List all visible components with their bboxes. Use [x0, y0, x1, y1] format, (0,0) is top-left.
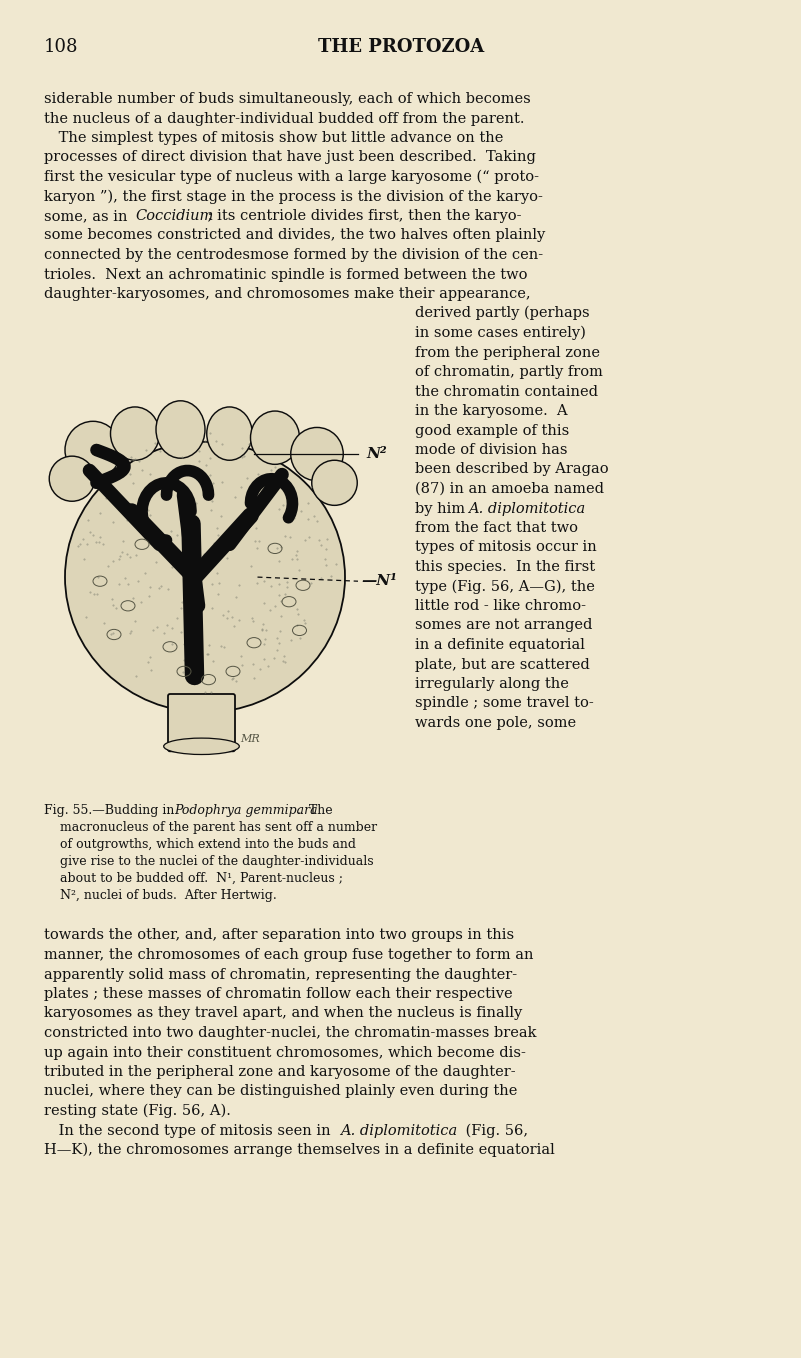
Text: wards one pole, some: wards one pole, some — [415, 716, 576, 731]
Text: give rise to the nuclei of the daughter-individuals: give rise to the nuclei of the daughter-… — [44, 856, 373, 868]
Text: H—K), the chromosomes arrange themselves in a definite equatorial: H—K), the chromosomes arrange themselves… — [44, 1142, 555, 1157]
Text: from the fact that two: from the fact that two — [415, 521, 578, 535]
Ellipse shape — [207, 407, 252, 460]
Text: .  The: . The — [297, 804, 333, 818]
Text: by him: by him — [415, 501, 469, 516]
Text: been described by Aragao: been described by Aragao — [415, 463, 609, 477]
Text: in some cases entirely): in some cases entirely) — [415, 326, 586, 340]
Text: derived partly (perhaps: derived partly (perhaps — [415, 306, 590, 320]
Text: 108: 108 — [44, 38, 78, 56]
Ellipse shape — [156, 401, 205, 458]
Text: karyon ”), the first stage in the process is the division of the karyo-: karyon ”), the first stage in the proces… — [44, 189, 543, 204]
Text: karyosomes as they travel apart, and when the nucleus is finally: karyosomes as they travel apart, and whe… — [44, 1006, 522, 1020]
Text: mode of division has: mode of division has — [415, 443, 567, 458]
Ellipse shape — [291, 428, 344, 481]
Text: apparently solid mass of chromatin, representing the daughter-: apparently solid mass of chromatin, repr… — [44, 967, 517, 982]
Text: In the second type of mitosis seen in: In the second type of mitosis seen in — [44, 1123, 336, 1138]
Text: about to be budded off.  N¹, Parent-nucleus ;: about to be budded off. N¹, Parent-nucle… — [44, 872, 343, 885]
Text: Fig. 55.—Budding in: Fig. 55.—Budding in — [44, 804, 179, 818]
Ellipse shape — [65, 441, 345, 713]
Text: constricted into two daughter-nuclei, the chromatin-masses break: constricted into two daughter-nuclei, th… — [44, 1027, 537, 1040]
Text: little rod - like chromo-: little rod - like chromo- — [415, 599, 586, 612]
Text: in a definite equatorial: in a definite equatorial — [415, 638, 585, 652]
Text: manner, the chromosomes of each group fuse together to form an: manner, the chromosomes of each group fu… — [44, 948, 533, 961]
Ellipse shape — [163, 739, 239, 755]
Text: Coccidium: Coccidium — [135, 209, 213, 223]
Text: trioles.  Next an achromatinic spindle is formed between the two: trioles. Next an achromatinic spindle is… — [44, 268, 528, 281]
Text: plates ; these masses of chromatin follow each their respective: plates ; these masses of chromatin follo… — [44, 987, 513, 1001]
Text: ; its centriole divides first, then the karyo-: ; its centriole divides first, then the … — [203, 209, 521, 223]
Text: type (Fig. 56, A—G), the: type (Fig. 56, A—G), the — [415, 579, 595, 593]
Text: nuclei, where they can be distinguished plainly even during the: nuclei, where they can be distinguished … — [44, 1085, 517, 1099]
Text: from the peripheral zone: from the peripheral zone — [415, 345, 600, 360]
Text: A. diplomitotica: A. diplomitotica — [340, 1123, 457, 1138]
Ellipse shape — [251, 411, 300, 464]
Text: (87) in an amoeba named: (87) in an amoeba named — [415, 482, 604, 496]
Text: good example of this: good example of this — [415, 424, 570, 437]
Text: MR: MR — [240, 735, 260, 744]
Text: —N¹: —N¹ — [361, 574, 396, 588]
Text: some becomes constricted and divides, the two halves often plainly: some becomes constricted and divides, th… — [44, 228, 545, 243]
Text: connected by the centrodesmose formed by the division of the cen-: connected by the centrodesmose formed by… — [44, 249, 543, 262]
Text: types of mitosis occur in: types of mitosis occur in — [415, 540, 597, 554]
Text: some, as in: some, as in — [44, 209, 132, 223]
Text: THE PROTOZOA: THE PROTOZOA — [318, 38, 484, 56]
Text: processes of direct division that have just been described.  Taking: processes of direct division that have j… — [44, 151, 536, 164]
Ellipse shape — [312, 460, 357, 505]
Text: the nucleus of a daughter-individual budded off from the parent.: the nucleus of a daughter-individual bud… — [44, 111, 525, 125]
Ellipse shape — [49, 456, 95, 501]
Text: tributed in the peripheral zone and karyosome of the daughter-: tributed in the peripheral zone and kary… — [44, 1065, 516, 1080]
Ellipse shape — [111, 407, 159, 460]
Text: The simplest types of mitosis show but little advance on the: The simplest types of mitosis show but l… — [44, 130, 503, 145]
Text: of chromatin, partly from: of chromatin, partly from — [415, 365, 603, 379]
Text: spindle ; some travel to-: spindle ; some travel to- — [415, 697, 594, 710]
Text: irregularly along the: irregularly along the — [415, 678, 569, 691]
Text: resting state (Fig. 56, A).: resting state (Fig. 56, A). — [44, 1104, 231, 1118]
Text: this species.  In the first: this species. In the first — [415, 559, 595, 574]
Text: Podophrya gemmipara: Podophrya gemmipara — [174, 804, 318, 818]
Text: (Fig. 56,: (Fig. 56, — [461, 1123, 528, 1138]
Text: daughter-karyosomes, and chromosomes make their appearance,: daughter-karyosomes, and chromosomes mak… — [44, 287, 530, 301]
Text: the chromatin contained: the chromatin contained — [415, 384, 598, 398]
Text: towards the other, and, after separation into two groups in this: towards the other, and, after separation… — [44, 929, 514, 942]
Text: up again into their constituent chromosomes, which become dis-: up again into their constituent chromoso… — [44, 1046, 526, 1059]
Text: somes are not arranged: somes are not arranged — [415, 618, 593, 633]
Ellipse shape — [65, 421, 121, 479]
Text: plate, but are scattered: plate, but are scattered — [415, 657, 590, 671]
Text: N², nuclei of buds.  After Hertwig.: N², nuclei of buds. After Hertwig. — [44, 889, 277, 902]
Text: first the vesicular type of nucleus with a large karyosome (“ proto-: first the vesicular type of nucleus with… — [44, 170, 539, 183]
Text: siderable number of buds simultaneously, each of which becomes: siderable number of buds simultaneously,… — [44, 92, 531, 106]
Text: of outgrowths, which extend into the buds and: of outgrowths, which extend into the bud… — [44, 838, 356, 851]
FancyBboxPatch shape — [168, 694, 235, 751]
Text: macronucleus of the parent has sent off a number: macronucleus of the parent has sent off … — [44, 822, 377, 834]
Text: N²: N² — [366, 447, 387, 462]
Text: A. diplomitotica: A. diplomitotica — [468, 501, 586, 516]
Text: in the karyosome.  A: in the karyosome. A — [415, 403, 568, 418]
